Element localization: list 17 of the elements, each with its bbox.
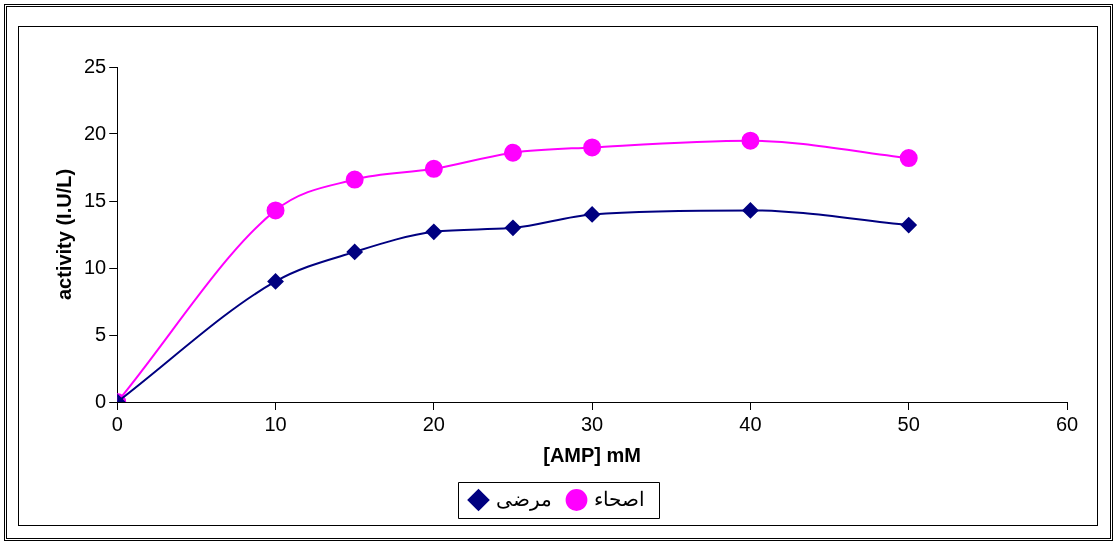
y-tick-label: 5: [95, 322, 107, 345]
x-tick-label: 10: [264, 412, 287, 435]
legend-label: اصحاء: [593, 487, 645, 510]
legend-label: مرضى: [495, 487, 552, 511]
x-tick-label: 0: [111, 412, 123, 435]
x-tick-label: 60: [1055, 412, 1079, 435]
x-tick-label: 50: [897, 412, 920, 435]
x-tick-label: 40: [739, 412, 762, 435]
y-tick-label: 15: [84, 188, 107, 211]
y-tick-label: 25: [84, 54, 107, 77]
x-tick-label: 20: [422, 412, 445, 435]
x-tick-label: 30: [581, 412, 604, 435]
y-axis-title: activity (I.U/L): [52, 168, 75, 301]
y-tick-label: 20: [84, 121, 107, 144]
y-tick-label: 10: [84, 255, 107, 278]
y-tick-label: 0: [95, 389, 107, 412]
x-axis-title: [AMP] mM: [543, 443, 642, 466]
